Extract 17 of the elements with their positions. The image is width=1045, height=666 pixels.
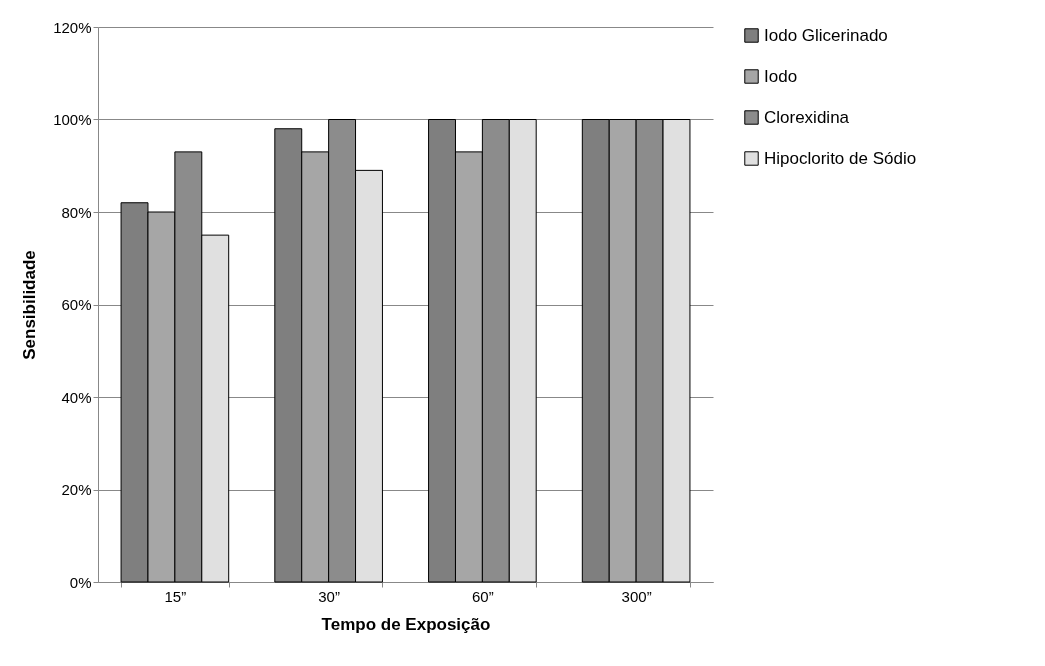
y-tick-label: 40% xyxy=(61,388,92,406)
legend-label: Iodo xyxy=(764,66,798,86)
x-axis-title: Tempo de Exposição xyxy=(321,614,491,634)
x-tick-label: 30” xyxy=(318,587,340,605)
legend-label: Hipoclorito de Sódio xyxy=(764,148,917,168)
y-axis-title: Sensibilidade xyxy=(20,250,40,360)
y-tick-label: 0% xyxy=(69,573,92,591)
y-tick-label: 120% xyxy=(53,18,92,36)
y-tick-label: 80% xyxy=(61,203,92,221)
y-tick-label: 60% xyxy=(61,296,92,313)
y-tick-label: 20% xyxy=(61,481,92,498)
legend-label: Iodo Glicerinado xyxy=(764,25,888,45)
x-tick-label: 15” xyxy=(164,587,187,605)
x-tick-label: 300” xyxy=(621,587,652,605)
x-tick-label: 60” xyxy=(472,587,494,605)
y-tick-label: 100% xyxy=(53,111,92,128)
legend-label: Clorexidina xyxy=(764,107,850,127)
